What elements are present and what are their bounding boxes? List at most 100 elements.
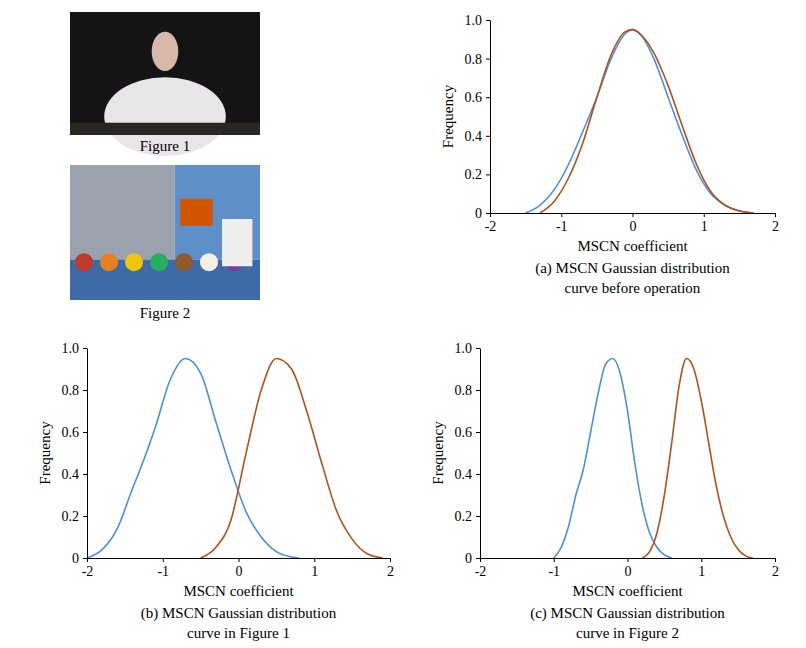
y-tick-label: 0.6 — [62, 425, 80, 440]
y-axis: 0 0.2 0.4 0.6 0.8 1.0 — [455, 341, 481, 566]
x-tick-mark — [390, 558, 391, 562]
photo-shape — [70, 123, 260, 135]
x-tick: -2 — [475, 558, 487, 579]
y-tick-mark — [476, 348, 480, 349]
x-tick: -1 — [157, 558, 169, 579]
photo-caption: Figure 1 — [140, 138, 190, 154]
y-tick-label: 0.2 — [465, 167, 483, 182]
y-tick-mark — [83, 390, 87, 391]
y-tick: 0.6 — [62, 425, 88, 440]
x-tick: 0 — [630, 213, 637, 234]
y-tick: 0.4 — [62, 467, 88, 482]
x-tick-mark — [490, 213, 491, 217]
x-tick-mark — [775, 558, 776, 562]
x-tick: 0 — [625, 558, 632, 579]
y-tick: 1.0 — [465, 13, 491, 28]
distribution-curve — [87, 359, 299, 559]
y-tick: 0.6 — [455, 425, 481, 440]
x-tick-label: 2 — [772, 564, 779, 579]
y-tick-mark — [486, 174, 490, 175]
y-tick-mark — [83, 348, 87, 349]
x-tick: 2 — [772, 213, 779, 234]
x-tick-label: 1 — [311, 564, 318, 579]
y-tick-label: 1.0 — [62, 341, 80, 356]
x-tick: 1 — [701, 213, 708, 234]
y-tick-label: 0.6 — [465, 90, 483, 105]
chart-caption: (b) MSCN Gaussian distributioncurve in F… — [141, 605, 337, 641]
distribution-curve — [540, 30, 754, 213]
x-tick-label: -2 — [475, 564, 487, 579]
plot-lines — [526, 30, 754, 213]
chart: -2-101200.20.40.60.81.0MSCN coefficientF… — [37, 341, 395, 641]
y-tick: 1.0 — [455, 341, 481, 356]
y-tick: 0.8 — [62, 383, 88, 398]
y-tick-mark — [83, 474, 87, 475]
y-tick: 0.2 — [62, 509, 88, 524]
x-tick-label: 1 — [698, 564, 705, 579]
y-tick-mark — [486, 97, 490, 98]
y-tick: 1.0 — [62, 341, 88, 356]
photo-shape — [222, 219, 252, 266]
y-tick-label: 0 — [465, 551, 472, 566]
y-tick-mark — [83, 432, 87, 433]
x-tick: -2 — [82, 558, 94, 579]
y-tick-label: 0.6 — [455, 425, 473, 440]
x-tick: -1 — [548, 558, 560, 579]
x-axis: -2 -1 0 1 2 — [475, 558, 779, 579]
x-tick: 1 — [698, 558, 705, 579]
y-tick-mark — [486, 213, 490, 214]
y-tick-mark — [486, 59, 490, 60]
x-axis-title: MSCN coefficient — [572, 583, 683, 599]
y-tick: 0.8 — [455, 383, 481, 398]
y-tick-label: 1.0 — [465, 13, 483, 28]
y-tick-label: 0.8 — [455, 383, 473, 398]
y-tick-label: 0.2 — [455, 509, 473, 524]
photo — [70, 12, 260, 156]
distribution-curve — [554, 359, 672, 559]
x-tick-mark — [314, 558, 315, 562]
x-tick-mark — [775, 213, 776, 217]
distribution-curve — [642, 359, 753, 559]
x-tick-label: -1 — [548, 564, 560, 579]
y-tick: 0.4 — [455, 467, 481, 482]
y-tick-mark — [486, 20, 490, 21]
y-tick-label: 0.2 — [62, 509, 80, 524]
y-tick-mark — [486, 136, 490, 137]
x-tick-label: 2 — [772, 219, 779, 234]
x-axis: -2 -1 0 1 2 — [82, 558, 394, 579]
plot-lines — [87, 359, 382, 559]
x-tick-mark — [480, 558, 481, 562]
x-tick-mark — [628, 558, 629, 562]
x-tick-mark — [554, 558, 555, 562]
x-tick-label: -1 — [556, 219, 568, 234]
photo-shape — [200, 253, 218, 271]
y-axis-title: Frequency — [37, 421, 53, 485]
x-tick: 2 — [387, 558, 394, 579]
y-tick-mark — [476, 558, 480, 559]
y-tick-mark — [83, 558, 87, 559]
y-axis-title: Frequency — [430, 421, 446, 485]
y-tick: 0.6 — [465, 90, 491, 105]
x-tick-mark — [633, 213, 634, 217]
x-tick-label: 0 — [236, 564, 243, 579]
y-tick-label: 0 — [475, 206, 482, 221]
chart: -2 -1 0 1 2 0 0.2 0.4 0.6 0.8 1.0 MSCN coefficient F… — [430, 341, 780, 641]
photo-caption: Figure 2 — [140, 305, 190, 321]
y-axis-line — [87, 349, 88, 559]
distribution-curve — [201, 359, 383, 559]
photo-shape — [180, 199, 212, 226]
x-tick: -2 — [485, 213, 497, 234]
chart-caption: (c) MSCN Gaussian distributioncurve in F… — [530, 605, 725, 641]
y-tick: 0.2 — [455, 509, 481, 524]
plot-lines — [554, 359, 753, 559]
y-tick-mark — [476, 390, 480, 391]
y-tick-mark — [476, 474, 480, 475]
y-axis-line — [490, 21, 491, 214]
x-tick-label: -2 — [82, 564, 94, 579]
photo-shape — [125, 253, 143, 271]
y-tick: 0.4 — [465, 129, 491, 144]
x-tick-label: 2 — [387, 564, 394, 579]
x-tick-label: 0 — [630, 219, 637, 234]
y-axis-line — [480, 349, 481, 559]
y-tick-label: 1.0 — [455, 341, 473, 356]
